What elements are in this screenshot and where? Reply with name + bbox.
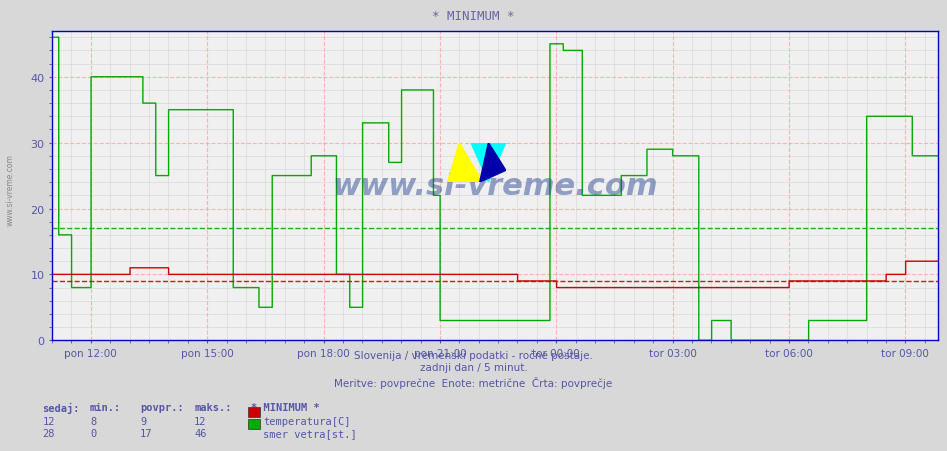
Polygon shape bbox=[471, 143, 506, 183]
Text: min.:: min.: bbox=[90, 402, 121, 412]
Text: temperatura[C]: temperatura[C] bbox=[263, 416, 350, 426]
Text: povpr.:: povpr.: bbox=[140, 402, 184, 412]
Text: maks.:: maks.: bbox=[194, 402, 232, 412]
Polygon shape bbox=[448, 143, 483, 183]
Text: 0: 0 bbox=[90, 428, 97, 438]
Text: Meritve: povprečne  Enote: metrične  Črta: povprečje: Meritve: povprečne Enote: metrične Črta:… bbox=[334, 376, 613, 388]
Text: 8: 8 bbox=[90, 416, 97, 426]
Text: www.si-vreme.com: www.si-vreme.com bbox=[332, 171, 657, 201]
Text: www.si-vreme.com: www.si-vreme.com bbox=[6, 153, 15, 226]
Text: zadnji dan / 5 minut.: zadnji dan / 5 minut. bbox=[420, 363, 527, 373]
Text: smer vetra[st.]: smer vetra[st.] bbox=[263, 428, 357, 438]
Text: Slovenija / vremenski podatki - ročne postaje.: Slovenija / vremenski podatki - ročne po… bbox=[354, 350, 593, 360]
Polygon shape bbox=[480, 143, 506, 183]
Text: 9: 9 bbox=[140, 416, 147, 426]
Text: 17: 17 bbox=[140, 428, 152, 438]
Text: * MINIMUM *: * MINIMUM * bbox=[251, 402, 320, 412]
Text: 12: 12 bbox=[194, 416, 206, 426]
Text: * MINIMUM *: * MINIMUM * bbox=[432, 10, 515, 23]
Text: 46: 46 bbox=[194, 428, 206, 438]
Text: 28: 28 bbox=[43, 428, 55, 438]
Text: sedaj:: sedaj: bbox=[43, 402, 80, 413]
Text: 12: 12 bbox=[43, 416, 55, 426]
